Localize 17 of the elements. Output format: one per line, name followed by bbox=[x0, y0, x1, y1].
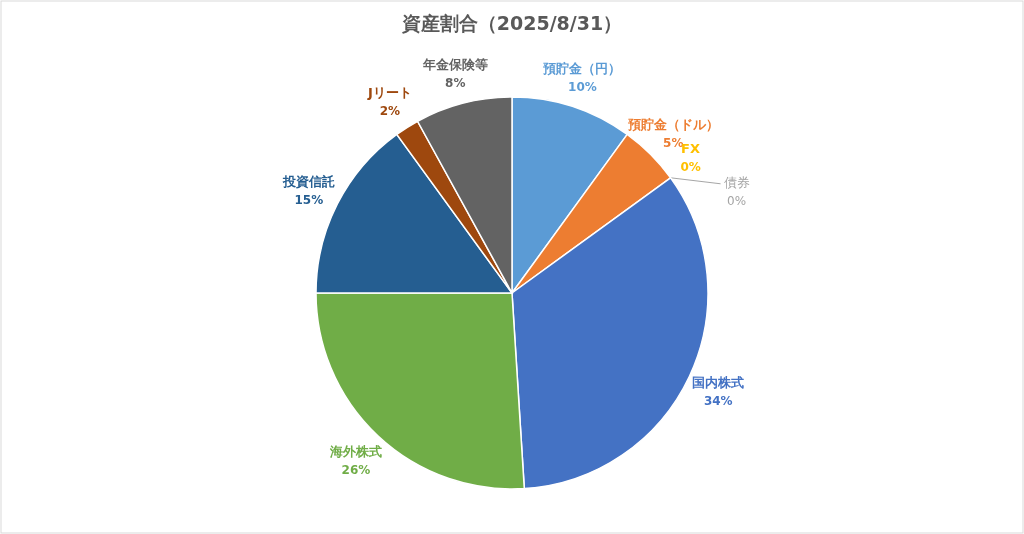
chart-title: 資産割合（2025/8/31） bbox=[400, 12, 623, 34]
slice: 債券 0% bbox=[670, 174, 750, 208]
data-label: 15% bbox=[294, 193, 324, 208]
slice-label: 投資信託 bbox=[281, 174, 335, 190]
data-label: 8% bbox=[445, 76, 466, 91]
slice-label: 海外株式 bbox=[328, 444, 382, 460]
data-label: 2% bbox=[379, 104, 401, 119]
slice-label: 年金保険等 bbox=[421, 57, 488, 73]
slice-label: 国内株式 bbox=[692, 375, 745, 391]
data-label: 26% bbox=[341, 463, 371, 478]
slice-label: Jリート bbox=[366, 85, 412, 101]
slice-label: 預貯金（ドル） bbox=[626, 116, 719, 132]
data-label: 10% bbox=[568, 80, 597, 95]
slice-label: 預貯金（円） bbox=[542, 61, 622, 77]
data-label: 34% bbox=[703, 394, 733, 409]
legend-label: 債券 bbox=[723, 174, 750, 190]
slice: 海外株式 26% bbox=[315, 292, 526, 490]
